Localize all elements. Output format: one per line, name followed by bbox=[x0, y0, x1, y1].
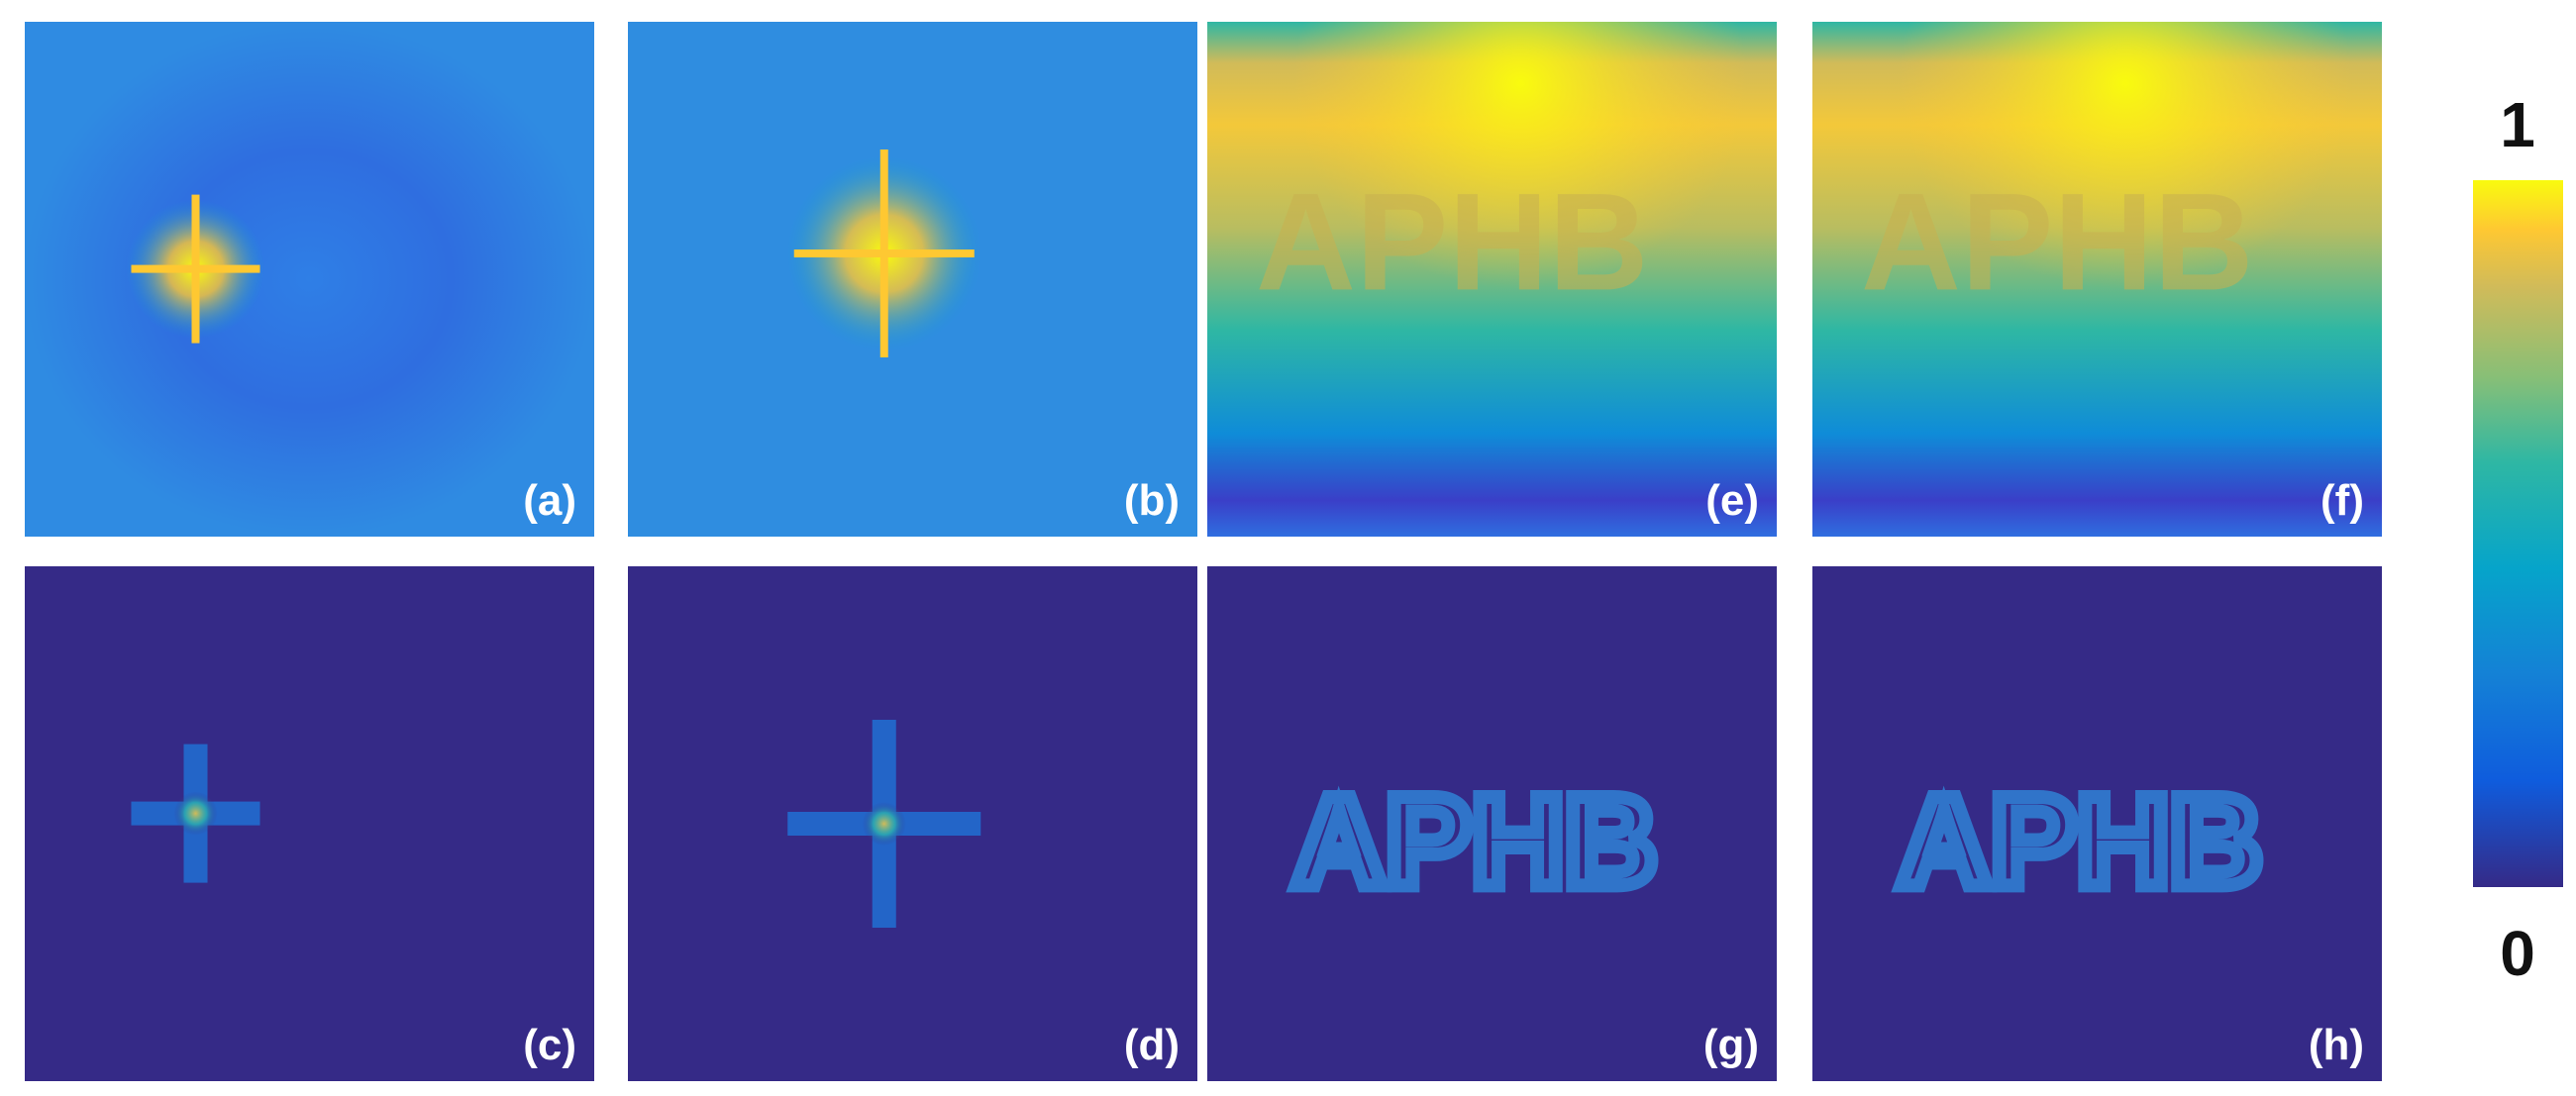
colorbar bbox=[2473, 180, 2563, 887]
image-text: APHB bbox=[1292, 768, 1657, 913]
panel-label: (h) bbox=[2309, 1021, 2364, 1069]
panel-image bbox=[25, 566, 594, 1081]
panel-glow bbox=[1812, 22, 2382, 537]
panel-image bbox=[25, 22, 594, 537]
panel: APHB (e) bbox=[1207, 22, 1777, 537]
psf-arm bbox=[879, 149, 888, 357]
panel: APHB (h) bbox=[1812, 566, 2382, 1081]
panel-image bbox=[1207, 566, 1777, 1081]
panel: (d) bbox=[628, 566, 1197, 1081]
panel-label: (f) bbox=[2320, 476, 2364, 525]
panel-image bbox=[1812, 566, 2382, 1081]
panel: (b) bbox=[628, 22, 1197, 537]
colorbar-min: 0 bbox=[2500, 918, 2535, 989]
spot-glow bbox=[862, 802, 906, 846]
image-text: APHB bbox=[1861, 163, 2254, 319]
panel-label: (d) bbox=[1124, 1021, 1180, 1069]
spot-glow bbox=[173, 791, 218, 836]
panel-label: (e) bbox=[1705, 476, 1759, 525]
panel-label: (b) bbox=[1124, 476, 1180, 525]
panel-label: (g) bbox=[1703, 1021, 1759, 1069]
psf-arm bbox=[191, 194, 200, 344]
colorbar-max: 1 bbox=[2500, 89, 2535, 160]
panel-glow bbox=[1207, 22, 1777, 537]
image-text: APHB bbox=[1256, 163, 1649, 319]
panel: (a) bbox=[25, 22, 594, 537]
panel-label: (a) bbox=[523, 476, 576, 525]
panel: APHB (f) bbox=[1812, 22, 2382, 537]
panel: (c) bbox=[25, 566, 594, 1081]
panel: APHB (g) bbox=[1207, 566, 1777, 1081]
panel-label: (c) bbox=[523, 1021, 576, 1069]
image-text: APHB bbox=[1898, 768, 2262, 913]
panels: (a) (b) APHB (e) APHB (f) (c) (d) APHB (g) APHB (h) bbox=[25, 22, 2382, 1081]
